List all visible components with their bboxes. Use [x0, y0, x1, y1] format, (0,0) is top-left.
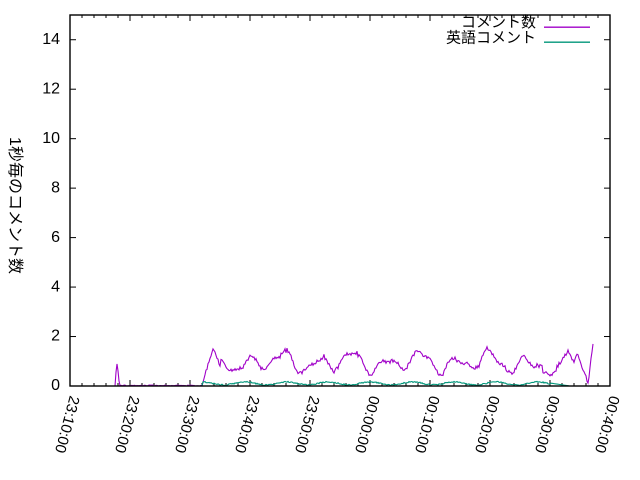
svg-text:6: 6: [51, 229, 60, 246]
svg-text:4: 4: [51, 278, 60, 295]
svg-text:14: 14: [42, 31, 60, 48]
svg-text:12: 12: [42, 80, 60, 97]
svg-text:英語コメント: 英語コメント: [446, 29, 536, 47]
svg-text:コメント数: コメント数: [461, 14, 536, 31]
svg-text:0: 0: [51, 377, 60, 394]
svg-text:8: 8: [51, 179, 60, 196]
svg-text:10: 10: [42, 130, 60, 147]
svg-text:2: 2: [51, 328, 60, 345]
svg-text:1秒毎のコメント数: 1秒毎のコメント数: [6, 137, 24, 274]
